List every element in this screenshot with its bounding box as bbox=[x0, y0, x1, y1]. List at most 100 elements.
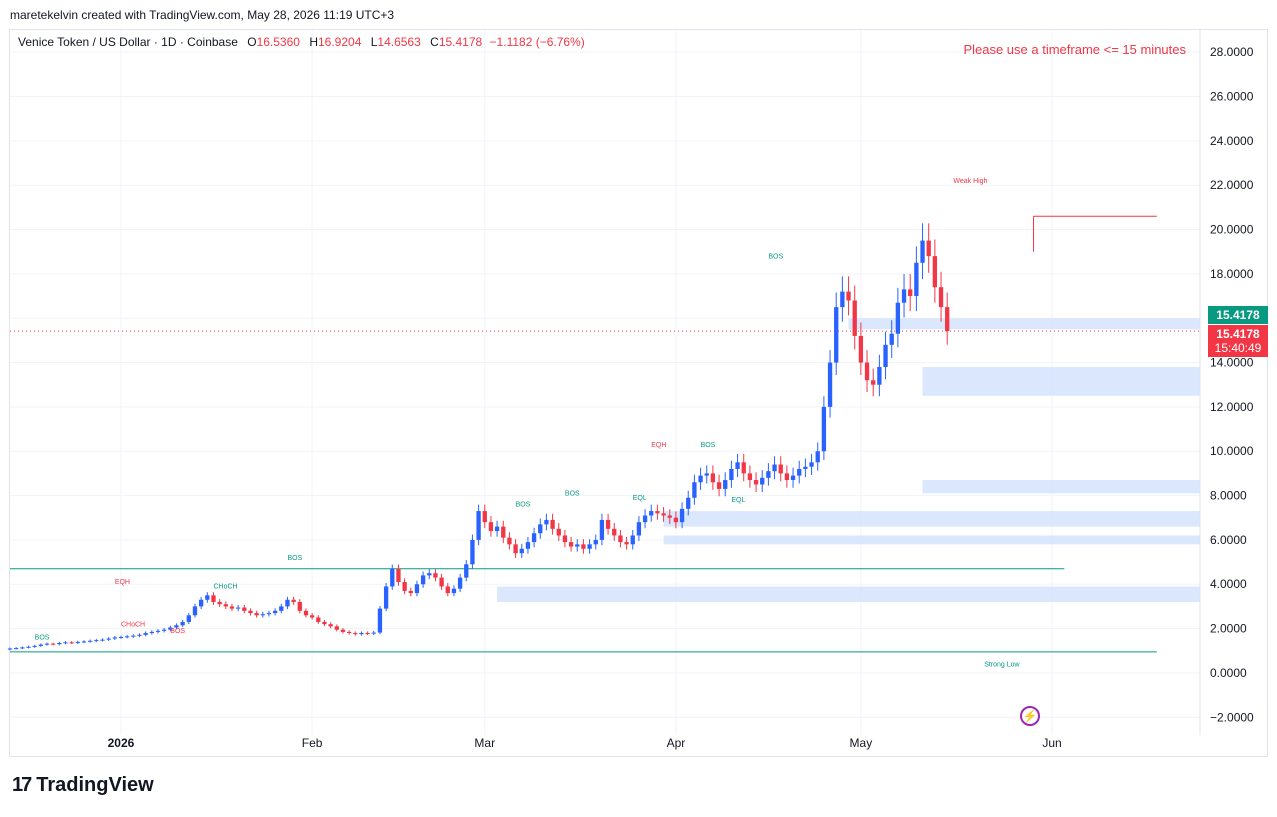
candle-body bbox=[168, 627, 173, 630]
candle-body bbox=[248, 610, 253, 614]
y-tick-label: 22.0000 bbox=[1210, 178, 1254, 192]
candle-body bbox=[877, 366, 882, 385]
candle-body bbox=[599, 519, 605, 540]
candle-body bbox=[285, 599, 290, 607]
candle-body bbox=[420, 575, 426, 585]
candle-body bbox=[303, 610, 309, 616]
candle-body bbox=[618, 535, 623, 543]
candle-body bbox=[266, 613, 272, 615]
candle-body bbox=[772, 464, 777, 472]
candle-body bbox=[51, 643, 56, 645]
candle-body bbox=[630, 535, 635, 545]
candle-body bbox=[686, 497, 691, 509]
candle-body bbox=[124, 636, 130, 638]
candle-body bbox=[729, 468, 734, 481]
candle-body bbox=[605, 519, 611, 529]
x-tick-label: Jun bbox=[1042, 736, 1061, 750]
brand-name: TradingView bbox=[36, 774, 154, 796]
candle-body bbox=[131, 635, 136, 637]
candle-body bbox=[433, 573, 438, 578]
candle-body bbox=[7, 648, 13, 650]
candle-body bbox=[698, 475, 703, 483]
y-tick-label: 18.0000 bbox=[1210, 267, 1254, 281]
candle-body bbox=[679, 508, 685, 523]
lightning-icon[interactable]: ⚡ bbox=[1020, 706, 1040, 726]
y-tick-label: 4.0000 bbox=[1210, 577, 1247, 591]
candle-body bbox=[550, 519, 555, 529]
candle-body bbox=[815, 451, 820, 463]
x-tick-label: 2026 bbox=[108, 736, 135, 750]
candle-body bbox=[180, 621, 185, 626]
candle-body bbox=[396, 568, 401, 583]
candle-body bbox=[371, 632, 376, 634]
candle-body bbox=[365, 633, 370, 635]
candle-body bbox=[346, 631, 352, 634]
fvg-zone bbox=[663, 511, 1200, 527]
candle-body bbox=[575, 544, 580, 547]
candle-body bbox=[14, 648, 19, 650]
candle-body bbox=[235, 607, 241, 609]
structure-label: CHoCH bbox=[121, 621, 145, 628]
structure-label: CHoCH bbox=[213, 584, 237, 591]
symbol-title: Venice Token / US Dollar · 1D · Coinbase bbox=[18, 35, 238, 49]
structure-label: BOS bbox=[701, 442, 716, 449]
candle-body bbox=[155, 630, 161, 632]
candle-body bbox=[741, 462, 746, 474]
candle-body bbox=[457, 577, 463, 589]
y-tick-label: 24.0000 bbox=[1210, 134, 1254, 148]
candle-body bbox=[612, 528, 617, 536]
candle-body bbox=[908, 289, 913, 297]
y-tick-label: −2.0000 bbox=[1210, 710, 1254, 724]
candle-body bbox=[254, 613, 259, 616]
candle-body bbox=[593, 539, 598, 545]
candle-body bbox=[192, 606, 198, 616]
last-price-tag: 15.4178 bbox=[1208, 306, 1268, 324]
candle-body bbox=[710, 473, 716, 483]
candle-body bbox=[766, 471, 771, 478]
candle-body bbox=[75, 641, 80, 643]
candle-body bbox=[914, 262, 919, 297]
candle-body bbox=[198, 599, 204, 607]
candle-body bbox=[587, 544, 592, 549]
candle-body bbox=[883, 344, 888, 367]
low-value: 14.6563 bbox=[377, 35, 421, 49]
candle-body bbox=[149, 631, 154, 634]
candle-body bbox=[673, 517, 679, 523]
candle-body bbox=[279, 606, 284, 611]
candle-body bbox=[482, 511, 487, 523]
candle-body bbox=[94, 640, 99, 642]
candle-body bbox=[494, 526, 500, 532]
candle-body bbox=[44, 643, 50, 645]
candle-body bbox=[470, 539, 475, 565]
candle-body bbox=[507, 537, 512, 545]
chart-frame[interactable] bbox=[9, 29, 1268, 757]
change-value: −1.1182 (−6.76%) bbox=[489, 35, 585, 49]
candle-body bbox=[846, 291, 851, 301]
y-tick-label: 26.0000 bbox=[1210, 90, 1254, 104]
candle-body bbox=[414, 584, 420, 594]
candle-body bbox=[334, 626, 339, 630]
candle-body bbox=[803, 466, 808, 469]
structure-label: BOS bbox=[768, 253, 783, 260]
candle-body bbox=[901, 289, 907, 303]
high-label: H bbox=[309, 35, 318, 49]
candle-body bbox=[568, 542, 574, 547]
y-tick-label: 8.0000 bbox=[1210, 489, 1247, 503]
candle-body bbox=[538, 524, 543, 534]
candle-body bbox=[451, 588, 457, 594]
candle-body bbox=[642, 515, 648, 523]
candle-body bbox=[525, 542, 531, 549]
candle-body bbox=[932, 256, 938, 288]
candle-body bbox=[871, 380, 876, 385]
x-tick-label: Feb bbox=[302, 736, 323, 750]
candle-body bbox=[556, 528, 561, 536]
candle-body bbox=[476, 511, 481, 540]
candle-body bbox=[852, 300, 857, 336]
candle-body bbox=[920, 240, 925, 263]
candle-body bbox=[20, 647, 25, 649]
open-label: O bbox=[247, 35, 257, 49]
tradingview-logo[interactable]: 17 TradingView bbox=[12, 774, 154, 797]
candle-body bbox=[408, 590, 413, 594]
candle-body bbox=[137, 634, 142, 636]
